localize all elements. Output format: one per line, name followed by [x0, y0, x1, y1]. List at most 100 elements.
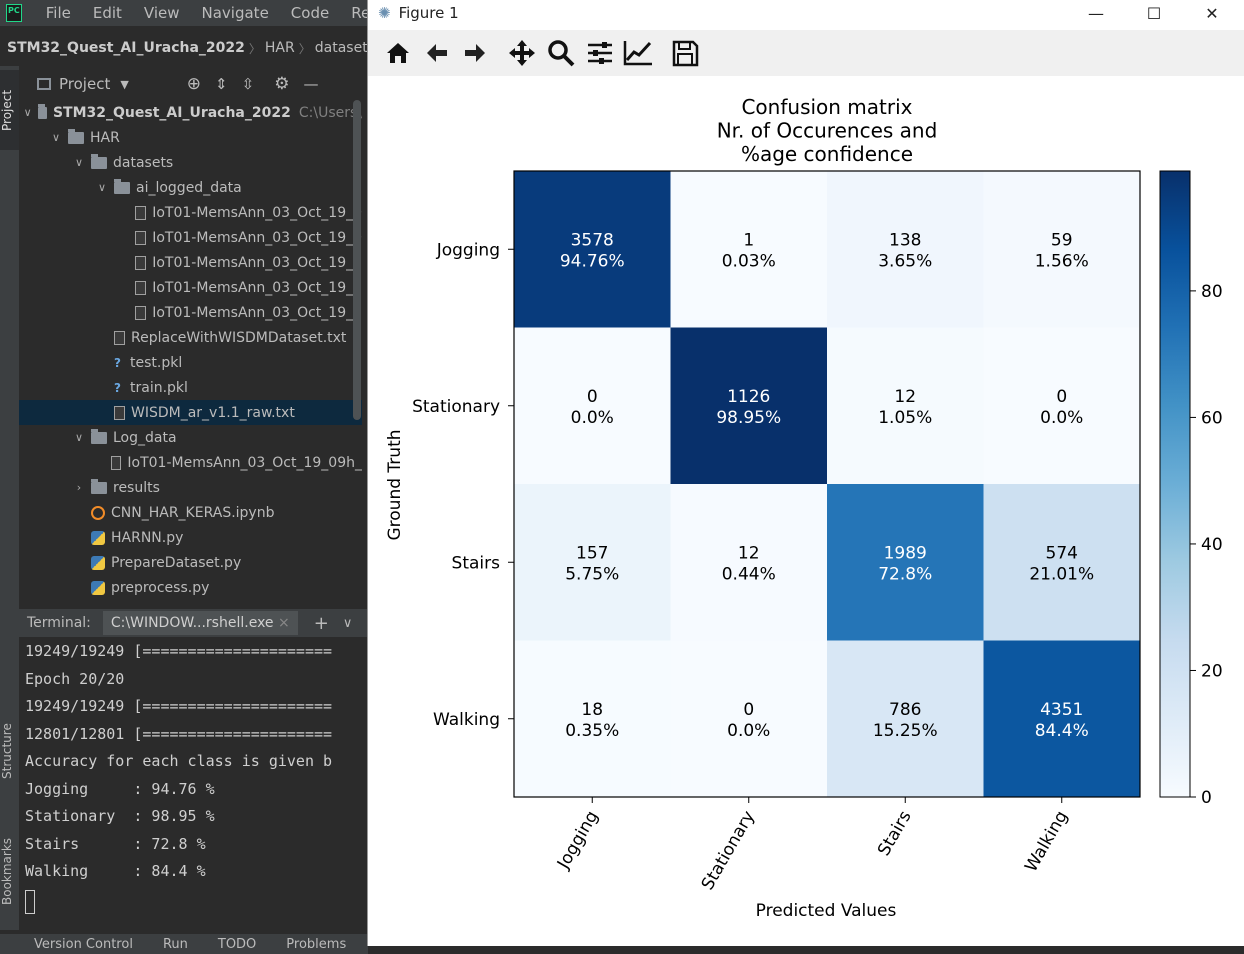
chevron-down-icon[interactable]: ∨ — [51, 131, 61, 144]
y-tick-label: Stationary — [412, 397, 500, 417]
maximize-button[interactable]: ☐ — [1131, 0, 1177, 26]
tree-item[interactable]: ? train.pkl — [19, 375, 362, 400]
heatmap-cell — [983, 171, 1141, 328]
close-button[interactable]: ✕ — [1189, 0, 1235, 26]
minimize-icon: — — [1088, 3, 1104, 23]
tree-item-label: PrepareDataset.py — [111, 554, 242, 571]
todo-tab[interactable]: TODO — [217, 936, 257, 952]
zoom-button[interactable] — [544, 36, 578, 70]
menu-navigate[interactable]: Navigate — [201, 4, 269, 22]
tree-item[interactable]: PrepareDataset.py — [19, 550, 362, 575]
expand-all-icon[interactable]: ⇕ — [215, 75, 228, 93]
pycharm-logo-icon[interactable]: PC — [6, 4, 22, 22]
heatmap-cell — [827, 171, 984, 328]
locate-icon[interactable]: ⊕ — [186, 74, 202, 94]
chevron-down-icon[interactable]: ∨ — [23, 106, 32, 119]
colorbar-tick-label: 80 — [1201, 282, 1223, 302]
plot-area[interactable]: Confusion matrix Nr. of Occurences and %ag… — [368, 76, 1244, 946]
edit-axis-button[interactable] — [621, 36, 655, 70]
terminal-label: Terminal: — [27, 615, 91, 631]
cell-percent-label: 0.0% — [571, 408, 614, 428]
forward-button[interactable] — [458, 36, 492, 70]
tree-item[interactable]: IoT01-MemsAnn_03_Oct_19_09h_ — [19, 450, 362, 475]
tree-item[interactable]: IoT01-MemsAnn_03_Oct_19_0 — [19, 225, 362, 250]
configure-subplots-button[interactable] — [583, 36, 617, 70]
chevron-down-icon[interactable]: ∨ — [342, 615, 353, 631]
x-tick-label: Jogging — [553, 808, 602, 874]
chevron-down-icon[interactable]: ∨ — [74, 156, 84, 169]
pan-icon — [509, 40, 535, 66]
close-icon[interactable]: × — [277, 615, 290, 631]
colorbar — [1159, 170, 1191, 798]
figure-title-bar: ✺ Figure 1 — ☐ ✕ — [368, 0, 1244, 26]
tree-item[interactable]: › results — [19, 475, 362, 500]
menu-edit[interactable]: Edit — [92, 4, 122, 22]
y-axis-label: Ground Truth — [385, 429, 405, 540]
text-file-icon — [135, 255, 147, 270]
tree-item[interactable]: IoT01-MemsAnn_03_Oct_19_0 — [19, 200, 362, 225]
save-button[interactable] — [668, 36, 702, 70]
tree-item-label: test.pkl — [130, 354, 183, 371]
tree-item[interactable]: IoT01-MemsAnn_03_Oct_19_1 — [19, 300, 362, 325]
home-button[interactable] — [381, 36, 415, 70]
problems-tab[interactable]: Problems — [286, 936, 347, 952]
tree-item-label: ReplaceWithWISDMDataset.txt — [131, 329, 347, 346]
breadcrumb-har[interactable]: HAR — [264, 40, 295, 56]
figure-toolbar — [368, 30, 1244, 77]
notebook-file-icon — [91, 505, 105, 520]
tree-item[interactable]: ∨ HAR — [19, 125, 362, 150]
home-icon — [387, 43, 409, 63]
maximize-icon: ☐ — [1146, 3, 1162, 23]
pan-button[interactable] — [505, 36, 539, 70]
hide-icon[interactable]: — — [303, 75, 319, 93]
chart-title-line: Nr. of Occurences and — [717, 119, 938, 143]
tool-tab-structure[interactable]: Structure — [0, 723, 14, 779]
tree-item-label: IoT01-MemsAnn_03_Oct_19_09h_ — [127, 454, 362, 471]
tool-tab-bookmarks[interactable]: Bookmarks — [0, 837, 14, 905]
terminal-cursor — [25, 889, 35, 914]
chevron-down-icon[interactable]: ∨ — [74, 431, 84, 444]
run-tab[interactable]: Run — [162, 936, 188, 952]
tree-item[interactable]: WISDM_ar_v1.1_raw.txt — [19, 400, 362, 425]
tree-item[interactable]: preprocess.py — [19, 575, 362, 600]
menu-file[interactable]: File — [45, 4, 71, 22]
tree-item[interactable]: CNN_HAR_KERAS.ipynb — [19, 500, 362, 525]
tree-item[interactable]: ∨ ai_logged_data — [19, 175, 362, 200]
tree-item[interactable]: ∨ Log_data — [19, 425, 362, 450]
gear-icon[interactable]: ⚙ — [274, 74, 290, 94]
menu-code[interactable]: Code — [290, 4, 330, 22]
chevron-right-icon[interactable]: › — [76, 481, 82, 494]
chevron-down-icon[interactable]: ∨ — [97, 181, 107, 194]
tree-item-label: results — [113, 479, 160, 496]
menu-view[interactable]: View — [143, 4, 180, 22]
tree-item[interactable]: ReplaceWithWISDMDataset.txt — [19, 325, 362, 350]
terminal-output[interactable]: 19249/19249 [===================== Epoch … — [19, 638, 368, 930]
terminal-tab[interactable]: C:\WINDOW...rshell.exe × — [102, 611, 298, 635]
terminal-line: 19249/19249 [===================== — [25, 697, 333, 715]
project-view-label[interactable]: Project — [59, 75, 111, 93]
chevron-down-icon[interactable]: ▼ — [120, 77, 129, 91]
tree-item[interactable]: HARNN.py — [19, 525, 362, 550]
add-terminal-icon[interactable]: + — [313, 612, 329, 634]
heatmap-cell — [514, 484, 671, 641]
cell-count-label: 0 — [587, 387, 598, 407]
chevron-right-icon: 〉 — [248, 41, 261, 56]
tree-item[interactable]: ∨ STM32_Quest_AI_Uracha_2022 C:\Users\ — [19, 100, 362, 125]
back-button[interactable] — [420, 36, 454, 70]
version-control-tab[interactable]: Version Control — [34, 936, 133, 952]
tree-item[interactable]: ? test.pkl — [19, 350, 362, 375]
menu-bar: PC File Edit View Navigate Code Refactor — [0, 0, 414, 26]
tree-item[interactable]: IoT01-MemsAnn_03_Oct_19_1 — [19, 275, 362, 300]
heatmap-cell — [670, 327, 828, 485]
tree-item[interactable]: IoT01-MemsAnn_03_Oct_19_1 — [19, 250, 362, 275]
ide-window: PC File Edit View Navigate Code Refactor… — [0, 0, 414, 954]
breadcrumb-project[interactable]: STM32_Quest_AI_Uracha_2022 — [7, 40, 245, 56]
minimize-button[interactable]: — — [1073, 0, 1119, 26]
text-file-icon — [135, 280, 147, 295]
collapse-all-icon[interactable]: ⇳ — [241, 75, 255, 93]
breadcrumb-datasets[interactable]: datasets — [314, 40, 375, 56]
cell-count-label: 157 — [576, 543, 608, 563]
tree-item[interactable]: ∨ datasets — [19, 150, 362, 175]
tool-tab-project[interactable]: Project — [0, 70, 19, 150]
tree-scrollbar[interactable] — [353, 100, 361, 420]
